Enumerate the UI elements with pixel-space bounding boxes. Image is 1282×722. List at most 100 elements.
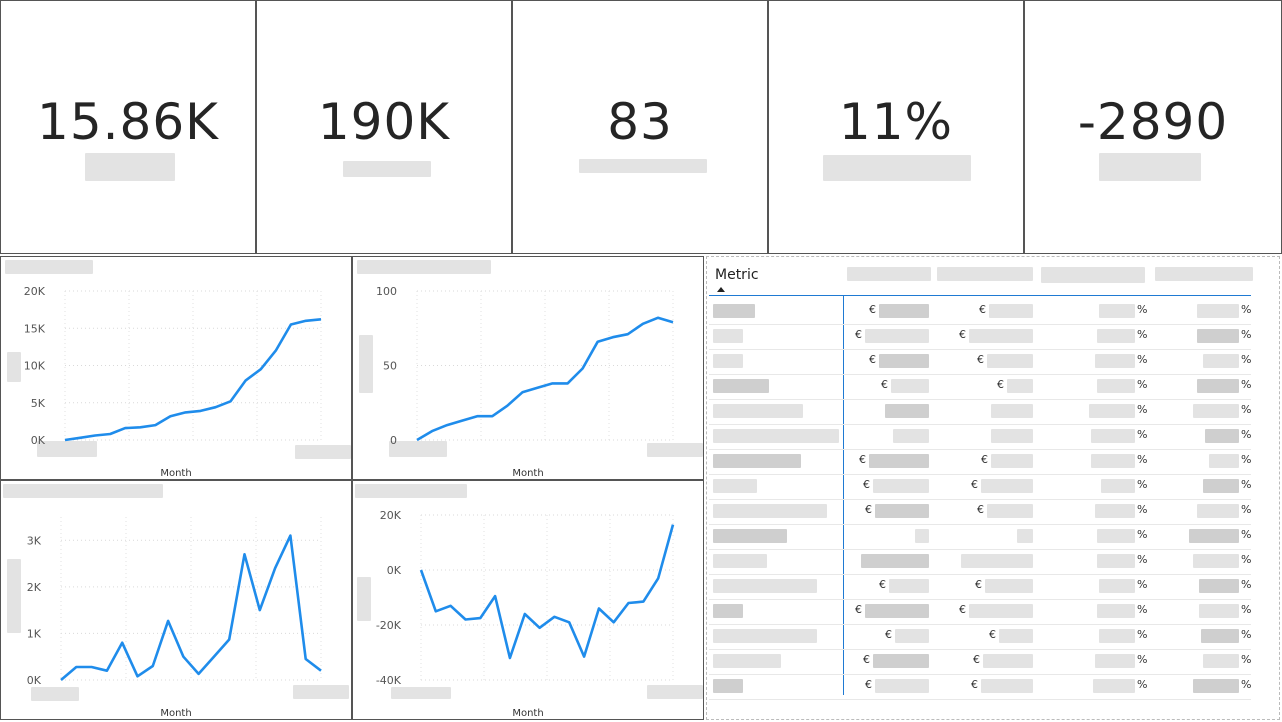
percent-symbol: %: [1137, 553, 1148, 566]
percent-symbol: %: [1137, 603, 1148, 616]
currency-symbol: €: [971, 478, 978, 491]
cell-value-redacted: [713, 379, 769, 393]
currency-symbol: €: [859, 453, 866, 466]
cell-value-redacted: [991, 404, 1033, 418]
cell-value-redacted: [713, 479, 757, 493]
y-axis-title-redacted: [357, 577, 371, 621]
percent-symbol: %: [1137, 453, 1148, 466]
cell-value-redacted: [1203, 654, 1239, 668]
table-row[interactable]: € €%%: [709, 349, 1251, 375]
kpi-card-4[interactable]: 11%: [768, 0, 1024, 254]
cell-value-redacted: [1197, 504, 1239, 518]
column-header-redacted[interactable]: [1155, 267, 1253, 281]
cell-value-redacted: [713, 454, 801, 468]
y-tick-label: 3K: [27, 534, 42, 547]
cell-value-redacted: [891, 379, 929, 393]
y-tick-label: 5K: [31, 397, 46, 410]
series-line[interactable]: [416, 316, 674, 442]
chart-panel-1[interactable]: 20K 15K 10K 5K 0K Month: [0, 256, 352, 480]
cell-value-redacted: [865, 604, 929, 618]
y-axis-title-redacted: [359, 335, 373, 393]
cell-value-redacted: [893, 429, 929, 443]
table-row[interactable]: %%: [709, 399, 1251, 425]
cell-value-redacted: [961, 554, 1033, 568]
percent-symbol: %: [1241, 503, 1252, 516]
y-tick-label: 10K: [24, 360, 46, 373]
y-tick-label: 0K: [31, 434, 46, 447]
chart-panel-2[interactable]: 100 50 0 Month: [352, 256, 704, 480]
cell-value-redacted: [879, 304, 929, 318]
table-row[interactable]: € €%%: [709, 374, 1251, 400]
column-header-redacted[interactable]: [847, 267, 931, 281]
y-tick-label: 100: [376, 285, 397, 298]
cell-value-redacted: [879, 354, 929, 368]
percent-symbol: %: [1137, 353, 1148, 366]
table-row[interactable]: %%: [709, 524, 1251, 550]
cell-value-redacted: [1203, 479, 1239, 493]
table-row[interactable]: € €%%: [709, 499, 1251, 525]
cell-value-redacted: [1193, 404, 1239, 418]
cell-value-redacted: [1097, 604, 1135, 618]
chart-panel-3[interactable]: 3K 2K 1K 0K Month: [0, 480, 352, 720]
cell-value-redacted: [713, 604, 743, 618]
series-line[interactable]: [64, 318, 322, 442]
percent-symbol: %: [1241, 678, 1252, 691]
chart-svg: 100 50 0: [376, 285, 674, 447]
cell-value-redacted: [989, 304, 1033, 318]
percent-symbol: %: [1137, 478, 1148, 491]
chart-panel-4[interactable]: 20K 0K -20K -40K Month: [352, 480, 704, 720]
table-row[interactable]: € €%%: [709, 299, 1251, 325]
cell-value-redacted: [1099, 579, 1135, 593]
cell-value-redacted: [1097, 554, 1135, 568]
kpi-card-5[interactable]: -2890: [1024, 0, 1282, 254]
percent-symbol: %: [1241, 353, 1252, 366]
y-tick-label: 1K: [27, 627, 42, 640]
cell-value-redacted: [873, 654, 929, 668]
cell-value-redacted: [1197, 329, 1239, 343]
table-row[interactable]: € €%%: [709, 324, 1251, 350]
chart-title-redacted: [3, 484, 163, 498]
cell-value-redacted: [1101, 479, 1135, 493]
cell-value-redacted: [969, 329, 1033, 343]
table-row[interactable]: %%: [709, 424, 1251, 450]
table-row[interactable]: € €%%: [709, 649, 1251, 675]
kpi-value: 15.86K: [37, 93, 219, 151]
cell-value-redacted: [1093, 679, 1135, 693]
metric-table[interactable]: Metric € €%% € €%% € €%% € €%%%%%% € €%% € €%% € €%%%…: [706, 256, 1280, 720]
table-row[interactable]: € €%%: [709, 599, 1251, 625]
kpi-card-1[interactable]: 15.86K: [0, 0, 256, 254]
cell-value-redacted: [713, 504, 827, 518]
table-row[interactable]: € €%%: [709, 449, 1251, 475]
metric-column-header[interactable]: Metric: [715, 267, 759, 283]
y-tick-label: 20K: [24, 285, 46, 298]
cell-value-redacted: [713, 404, 803, 418]
cell-value-redacted: [983, 654, 1033, 668]
percent-symbol: %: [1241, 403, 1252, 416]
table-row[interactable]: € €%%: [709, 624, 1251, 650]
currency-symbol: €: [971, 678, 978, 691]
cell-value-redacted: [713, 629, 817, 643]
cell-value-redacted: [713, 429, 839, 443]
table-row[interactable]: € €%%: [709, 674, 1251, 700]
y-tick-label: -40K: [376, 674, 402, 687]
cell-value-redacted: [713, 329, 743, 343]
table-row[interactable]: € €%%: [709, 574, 1251, 600]
cell-value-redacted: [873, 479, 929, 493]
kpi-card-3[interactable]: 83: [512, 0, 768, 254]
kpi-card-2[interactable]: 190K: [256, 0, 512, 254]
cell-value-redacted: [865, 329, 929, 343]
column-header-redacted[interactable]: [937, 267, 1033, 281]
cell-value-redacted: [713, 304, 755, 318]
cell-value-redacted: [861, 554, 929, 568]
series-line[interactable]: [419, 524, 675, 660]
cell-value-redacted: [1095, 654, 1135, 668]
currency-symbol: €: [885, 628, 892, 641]
series-line[interactable]: [60, 534, 322, 681]
currency-symbol: €: [869, 303, 876, 316]
sort-ascending-icon[interactable]: [717, 287, 725, 292]
currency-symbol: €: [959, 328, 966, 341]
table-row[interactable]: € €%%: [709, 474, 1251, 500]
currency-symbol: €: [989, 628, 996, 641]
column-header-redacted[interactable]: [1041, 267, 1145, 283]
table-row[interactable]: %%: [709, 549, 1251, 575]
